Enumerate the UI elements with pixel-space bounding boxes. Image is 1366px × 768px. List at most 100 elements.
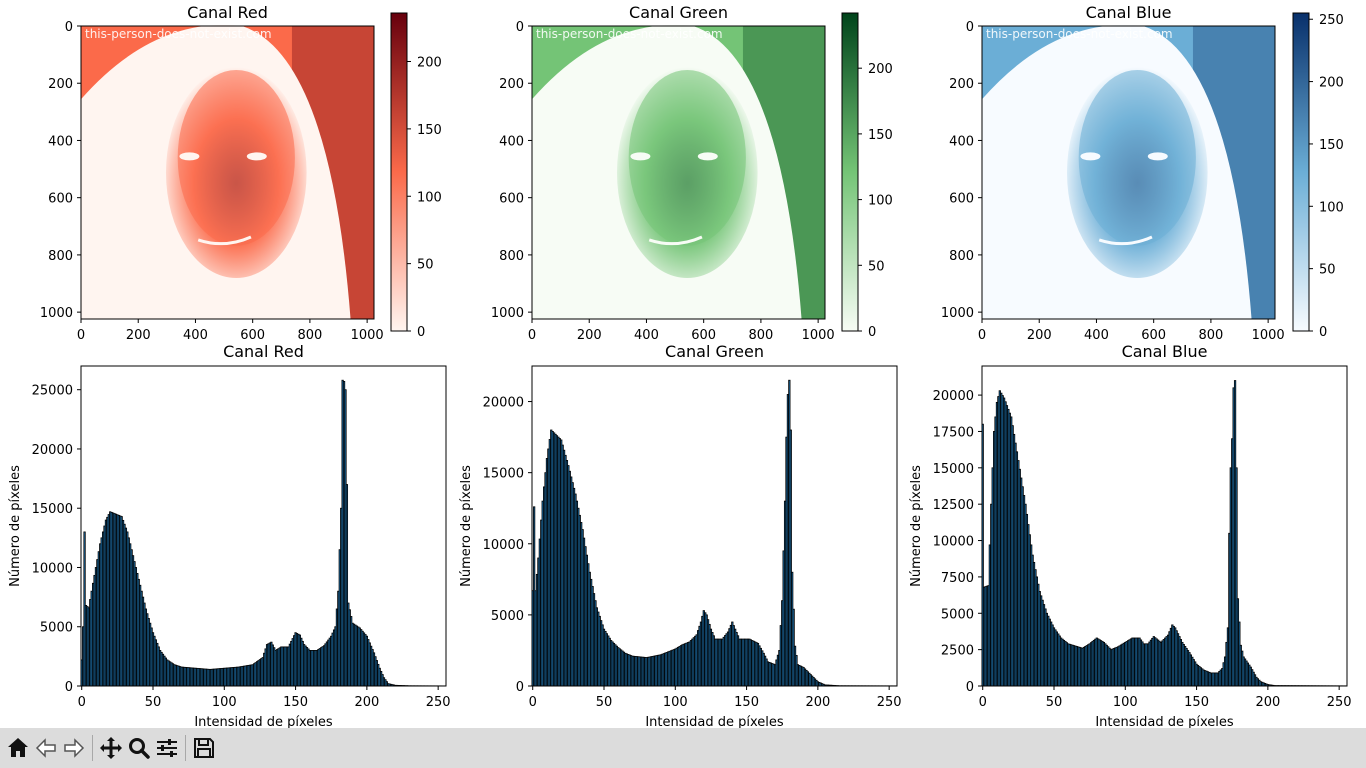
face-inner bbox=[177, 69, 295, 246]
back-icon bbox=[35, 738, 56, 758]
colorbar bbox=[1292, 12, 1310, 332]
x-tick-label: 150 bbox=[734, 695, 759, 710]
x-tick-label: 100 bbox=[212, 695, 237, 710]
x-tick-label: 0 bbox=[78, 695, 86, 710]
x-tick-label: 200 bbox=[126, 328, 151, 343]
image-frame bbox=[80, 25, 375, 320]
image-title: Canal Blue bbox=[1086, 3, 1172, 22]
y-tick-label: 1000 bbox=[491, 306, 524, 321]
x-tick-label: 200 bbox=[1255, 695, 1280, 710]
image-panel: this-person-does-not-exist.com Canal Red 0… bbox=[40, 3, 442, 343]
x-tick-label: 150 bbox=[1184, 695, 1209, 710]
y-tick-label: 0 bbox=[966, 20, 974, 35]
toolbar-separator bbox=[185, 735, 186, 761]
home-icon bbox=[8, 738, 28, 757]
y-tick-label: 10000 bbox=[32, 561, 73, 576]
y-tick-label: 800 bbox=[499, 249, 524, 264]
zoom-button[interactable] bbox=[125, 732, 153, 764]
y-tick-label: 1000 bbox=[941, 306, 974, 321]
colorbar-tick-label: 100 bbox=[1319, 200, 1344, 215]
y-tick-label: 400 bbox=[499, 134, 524, 149]
y-tick-label: 200 bbox=[499, 77, 524, 92]
y-tick-label: 1000 bbox=[40, 306, 73, 321]
x-tick-label: 250 bbox=[877, 695, 902, 710]
mouth bbox=[197, 235, 252, 246]
colorbar-tick-label: 0 bbox=[417, 325, 425, 340]
x-axis-label: Intensidad de píxeles bbox=[645, 715, 784, 728]
mouth bbox=[648, 235, 703, 246]
y-tick-label: 800 bbox=[949, 249, 974, 264]
image-panel: this-person-does-not-exist.com Canal Gree… bbox=[491, 3, 893, 343]
colorbar-tick-label: 50 bbox=[417, 258, 434, 273]
x-tick-label: 800 bbox=[297, 328, 322, 343]
watermark-text: this-person-does-not-exist.com bbox=[85, 27, 272, 41]
x-tick-label: 200 bbox=[577, 328, 602, 343]
y-tick-label: 20000 bbox=[483, 396, 524, 411]
back-button[interactable] bbox=[32, 732, 60, 764]
colorbar-tick-label: 200 bbox=[868, 62, 893, 77]
y-tick-label: 400 bbox=[48, 134, 73, 149]
colorbar-tick-label: 150 bbox=[868, 128, 893, 143]
watermark-text: this-person-does-not-exist.com bbox=[986, 27, 1173, 41]
navigation-toolbar bbox=[0, 728, 1366, 768]
home-button[interactable] bbox=[4, 732, 32, 764]
forward-button[interactable] bbox=[60, 732, 88, 764]
y-tick-label: 2500 bbox=[941, 644, 974, 659]
x-axis-label: Intensidad de píxeles bbox=[194, 715, 333, 728]
zoom-icon bbox=[129, 738, 150, 759]
eye-left bbox=[1080, 152, 1101, 161]
x-tick-label: 0 bbox=[979, 695, 987, 710]
figure-canvas: this-person-does-not-exist.com Canal Red 0… bbox=[8, 3, 1352, 728]
pan-button[interactable] bbox=[97, 732, 125, 764]
x-tick-label: 200 bbox=[1027, 328, 1052, 343]
histogram-panel: Canal Red 0 50 100 150 200 250 0 5000 10000 15000 2… bbox=[8, 342, 451, 728]
eye-left bbox=[179, 152, 200, 161]
y-tick-label: 200 bbox=[949, 77, 974, 92]
save-icon bbox=[194, 738, 214, 758]
axes-frame bbox=[981, 365, 1348, 687]
colorbar-tick-label: 100 bbox=[868, 194, 893, 209]
y-tick-label: 7500 bbox=[941, 571, 974, 586]
y-tick-label: 25000 bbox=[32, 384, 73, 399]
save-button[interactable] bbox=[190, 732, 218, 764]
x-axis-label: Intensidad de píxeles bbox=[1095, 715, 1234, 728]
y-tick-label: 200 bbox=[48, 77, 73, 92]
eye-right bbox=[697, 152, 718, 161]
axes-frame bbox=[531, 365, 898, 687]
x-tick-label: 0 bbox=[528, 328, 536, 343]
image-frame bbox=[981, 25, 1276, 320]
colorbar bbox=[390, 12, 408, 332]
toolbar-separator bbox=[92, 735, 93, 761]
y-axis-label: Número de píxeles bbox=[459, 465, 474, 587]
y-tick-label: 0 bbox=[966, 680, 974, 695]
image-panel: this-person-does-not-exist.com Canal Blue… bbox=[941, 3, 1344, 343]
y-tick-label: 600 bbox=[48, 192, 73, 207]
y-tick-label: 15000 bbox=[933, 462, 974, 477]
y-tick-label: 600 bbox=[949, 192, 974, 207]
eye-right bbox=[1147, 152, 1168, 161]
colorbar bbox=[841, 12, 859, 332]
x-tick-label: 150 bbox=[283, 695, 308, 710]
x-tick-label: 800 bbox=[1198, 328, 1223, 343]
y-tick-label: 12500 bbox=[933, 498, 974, 513]
image-frame bbox=[531, 25, 826, 320]
y-tick-label: 5000 bbox=[40, 621, 73, 636]
y-tick-label: 0 bbox=[65, 680, 73, 695]
histogram-title: Canal Green bbox=[665, 342, 764, 361]
x-tick-label: 100 bbox=[1113, 695, 1138, 710]
y-tick-label: 10000 bbox=[933, 535, 974, 550]
configure-subplots-button[interactable] bbox=[153, 732, 181, 764]
forward-icon bbox=[64, 738, 85, 758]
x-tick-label: 1000 bbox=[802, 328, 835, 343]
face-inner bbox=[1078, 69, 1196, 246]
x-tick-label: 1000 bbox=[1252, 328, 1285, 343]
y-tick-label: 0 bbox=[65, 20, 73, 35]
x-tick-label: 400 bbox=[634, 328, 659, 343]
y-tick-label: 5000 bbox=[491, 609, 524, 624]
eye-right bbox=[246, 152, 267, 161]
colorbar-tick-label: 100 bbox=[417, 190, 442, 205]
y-tick-label: 0 bbox=[516, 20, 524, 35]
x-tick-label: 200 bbox=[805, 695, 830, 710]
colorbar-tick-label: 0 bbox=[1319, 325, 1327, 340]
x-tick-label: 600 bbox=[691, 328, 716, 343]
